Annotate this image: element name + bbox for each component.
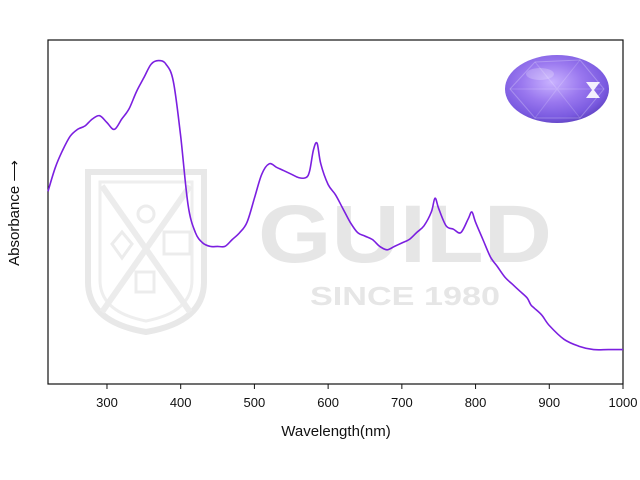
x-tick-label: 800 bbox=[465, 395, 487, 410]
x-tick-label: 600 bbox=[317, 395, 339, 410]
y-axis-label: Absorbance ⟶ bbox=[6, 160, 23, 266]
plot-frame bbox=[47, 39, 624, 385]
x-axis-label: Wavelength(nm) bbox=[281, 423, 390, 440]
guild-crest-icon bbox=[85, 169, 207, 336]
x-tick-label: 400 bbox=[170, 395, 192, 410]
x-tick-label: 900 bbox=[538, 395, 560, 410]
x-tick-label: 500 bbox=[244, 395, 266, 410]
guild-watermark: GUILD SINCE 1980 bbox=[85, 169, 552, 336]
x-axis-ticks: 300 400 500 600 700 800 900 1000 bbox=[96, 384, 637, 410]
gem-image bbox=[505, 55, 609, 123]
x-tick-label: 700 bbox=[391, 395, 413, 410]
watermark-since: SINCE 1980 bbox=[310, 281, 500, 311]
watermark-brand: GUILD bbox=[258, 189, 552, 280]
x-tick-label: 1000 bbox=[609, 395, 638, 410]
series-line bbox=[47, 59, 623, 351]
x-tick-label: 300 bbox=[96, 395, 118, 410]
